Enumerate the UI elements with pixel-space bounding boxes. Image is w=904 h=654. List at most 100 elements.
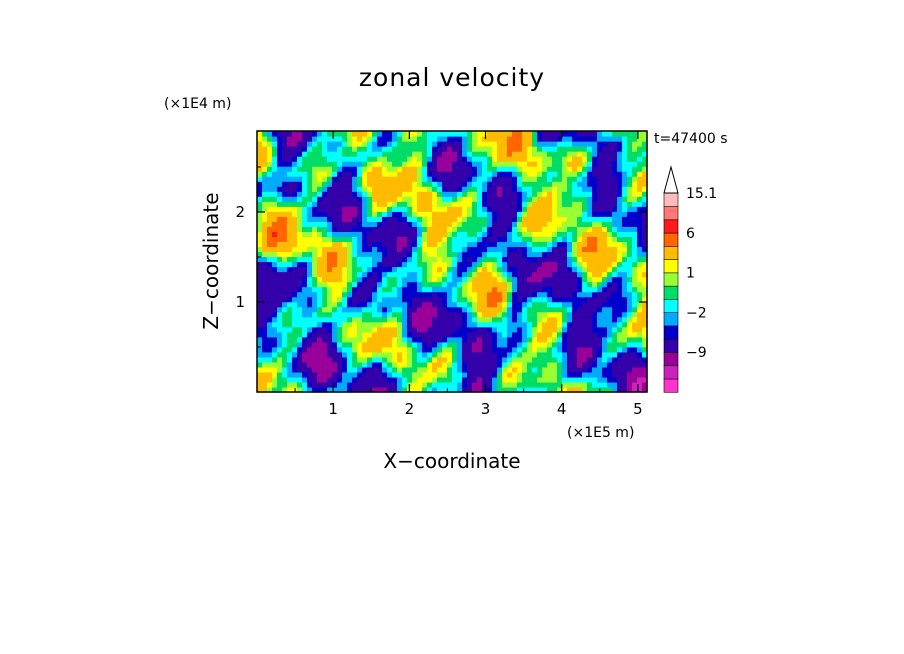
field-cell [637, 311, 643, 318]
field-cell [467, 361, 473, 368]
field-cell [372, 251, 378, 258]
field-cell [342, 151, 348, 157]
field-cell [467, 211, 473, 217]
field-cell [492, 241, 498, 248]
field-cell [597, 256, 603, 263]
field-cell [422, 351, 428, 358]
field-cell [302, 196, 308, 202]
field-cell [402, 321, 408, 328]
field-cell [602, 331, 608, 338]
field-cell [587, 191, 593, 197]
field-cell [322, 276, 328, 283]
field-cell [412, 196, 418, 202]
field-cell [552, 131, 558, 137]
field-cell [592, 196, 598, 202]
field-cell [357, 376, 363, 383]
field-cell [452, 181, 458, 187]
field-cell [567, 311, 573, 318]
field-cell [347, 156, 353, 162]
field-cell [432, 181, 438, 187]
field-cell [307, 186, 313, 192]
field-cell [522, 376, 528, 383]
field-cell [517, 291, 523, 298]
field-cell [522, 211, 528, 217]
field-cell [487, 186, 493, 192]
field-cell [617, 161, 623, 167]
field-cell [437, 231, 443, 237]
field-cell [462, 256, 468, 263]
field-cell [462, 311, 468, 318]
field-cell [257, 241, 263, 248]
field-cell [327, 156, 333, 162]
field-cell [427, 301, 433, 308]
field-cell [382, 356, 388, 363]
field-cell [402, 211, 408, 217]
field-cell [637, 206, 643, 212]
field-cell [332, 196, 338, 202]
field-cell [617, 156, 623, 162]
field-cell [487, 281, 493, 288]
field-cell [497, 206, 503, 212]
field-cell [597, 221, 603, 227]
field-cell [462, 176, 468, 182]
field-cell [592, 281, 598, 288]
field-cell [287, 291, 293, 298]
field-cell [392, 286, 398, 293]
field-cell [407, 231, 413, 237]
field-cell [447, 306, 453, 313]
field-cell [492, 296, 498, 303]
field-cell [577, 231, 583, 237]
field-cell [417, 256, 423, 263]
field-cell [312, 261, 318, 268]
field-cell [372, 146, 378, 152]
field-cell [452, 206, 458, 212]
field-cell [492, 351, 498, 358]
field-cell [432, 286, 438, 293]
field-cell [317, 131, 323, 137]
field-cell [432, 136, 438, 142]
field-cell [317, 236, 323, 243]
field-cell [307, 306, 313, 313]
field-cell [577, 291, 583, 298]
field-cell [542, 381, 548, 388]
field-cell [532, 306, 538, 313]
field-cell [567, 211, 573, 217]
field-cell [607, 211, 613, 217]
field-cell [367, 201, 373, 207]
field-cell [532, 221, 538, 227]
field-cell [282, 386, 288, 393]
field-cell [577, 236, 583, 243]
field-cell [642, 356, 648, 363]
field-cell [527, 146, 533, 152]
field-cell [517, 216, 523, 222]
field-cell [537, 196, 543, 202]
field-cell [417, 146, 423, 152]
field-cell [627, 176, 633, 182]
field-cell [327, 271, 333, 278]
field-cell [337, 271, 343, 278]
field-cell [592, 236, 598, 243]
field-cell [382, 341, 388, 348]
field-cell [347, 136, 353, 142]
field-cell [287, 316, 293, 323]
field-cell [592, 231, 598, 237]
field-cell [302, 186, 308, 192]
field-cell [542, 301, 548, 308]
field-cell [597, 346, 603, 353]
field-cell [462, 186, 468, 192]
field-cell [337, 296, 343, 303]
field-cell [267, 236, 273, 243]
field-cell [467, 271, 473, 278]
field-cell [602, 366, 608, 373]
field-cell [562, 236, 568, 243]
field-cell [532, 166, 538, 172]
field-cell [517, 296, 523, 303]
field-cell [617, 311, 623, 318]
field-cell [612, 186, 618, 192]
field-cell [617, 231, 623, 237]
field-cell [522, 171, 528, 177]
field-cell [267, 251, 273, 258]
field-cell [457, 161, 463, 167]
field-cell [382, 251, 388, 258]
field-cell [387, 346, 393, 353]
